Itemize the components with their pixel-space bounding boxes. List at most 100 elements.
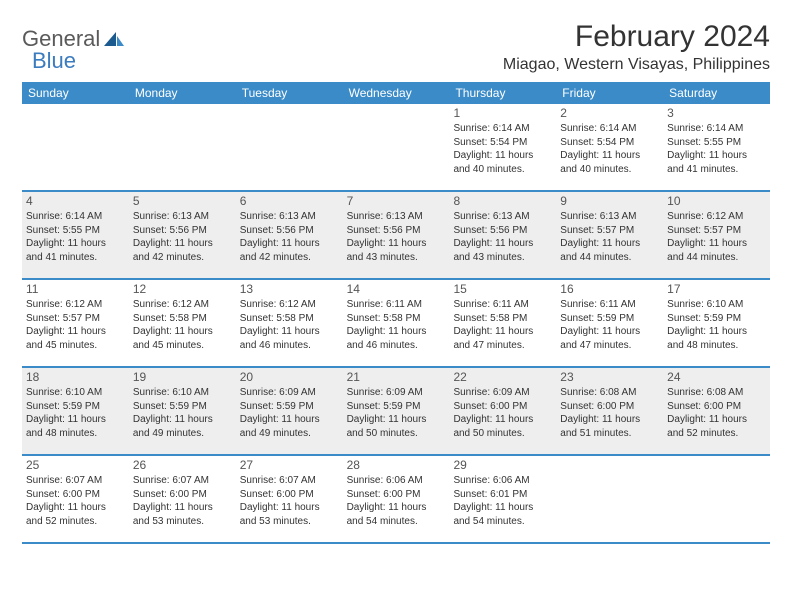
week-row: 4Sunrise: 6:14 AMSunset: 5:55 PMDaylight… <box>22 192 770 280</box>
day-cell: 2Sunrise: 6:14 AMSunset: 5:54 PMDaylight… <box>556 104 663 190</box>
day-info: Sunrise: 6:11 AMSunset: 5:58 PMDaylight:… <box>347 298 446 352</box>
day-cell: 26Sunrise: 6:07 AMSunset: 6:00 PMDayligh… <box>129 456 236 542</box>
day-info: Sunrise: 6:13 AMSunset: 5:57 PMDaylight:… <box>560 210 659 264</box>
logo-subline: Blue <box>32 48 76 74</box>
day-number: 20 <box>240 370 339 384</box>
day-cell: 25 Sunrise: 6:07 AMSunset: 6:00 PMDayligh… <box>22 456 129 542</box>
day-cell: 20 Sunrise: 6:09 AMSunset: 5:59 PMDayligh… <box>236 368 343 454</box>
weekday-header-row: SundayMondayTuesdayWednesdayThursdayFrid… <box>22 82 770 104</box>
day-cell: 18 Sunrise: 6:10 AMSunset: 5:59 PMDayligh… <box>22 368 129 454</box>
day-cell: 28Sunrise: 6:06 AMSunset: 6:00 PMDayligh… <box>343 456 450 542</box>
week-row: 25 Sunrise: 6:07 AMSunset: 6:00 PMDayligh… <box>22 456 770 544</box>
day-number: 11 <box>26 282 125 296</box>
day-info: Sunrise: 6:10 AMSunset: 5:59 PMDaylight:… <box>667 298 766 352</box>
day-cell <box>343 104 450 190</box>
day-cell <box>22 104 129 190</box>
day-info: Sunrise: 6:14 AMSunset: 5:54 PMDaylight:… <box>453 122 552 176</box>
day-cell: 21 Sunrise: 6:09 AMSunset: 5:59 PMDayligh… <box>343 368 450 454</box>
weekday-header: Friday <box>556 82 663 104</box>
day-number: 7 <box>347 194 446 208</box>
day-cell: 27 Sunrise: 6:07 AMSunset: 6:00 PMDayligh… <box>236 456 343 542</box>
location: Miagao, Western Visayas, Philippines <box>503 56 770 74</box>
sail-icon <box>102 30 126 48</box>
day-cell: 12Sunrise: 6:12 AMSunset: 5:58 PMDayligh… <box>129 280 236 366</box>
day-info: Sunrise: 6:14 AMSunset: 5:55 PMDaylight:… <box>667 122 766 176</box>
day-info: Sunrise: 6:08 AMSunset: 6:00 PMDaylight:… <box>560 386 659 440</box>
header: General February 2024 Miagao, Western Vi… <box>22 20 770 74</box>
weekday-header: Monday <box>129 82 236 104</box>
day-number: 22 <box>453 370 552 384</box>
day-cell: 4Sunrise: 6:14 AMSunset: 5:55 PMDaylight… <box>22 192 129 278</box>
day-cell <box>663 456 770 542</box>
day-number: 1 <box>453 106 552 120</box>
day-number: 16 <box>560 282 659 296</box>
day-info: Sunrise: 6:07 AMSunset: 6:00 PMDaylight:… <box>26 474 125 528</box>
day-info: Sunrise: 6:06 AMSunset: 6:00 PMDaylight:… <box>347 474 446 528</box>
day-number: 13 <box>240 282 339 296</box>
day-info: Sunrise: 6:13 AMSunset: 5:56 PMDaylight:… <box>347 210 446 264</box>
weekday-header: Thursday <box>449 82 556 104</box>
day-number: 27 <box>240 458 339 472</box>
week-row: 18 Sunrise: 6:10 AMSunset: 5:59 PMDayligh… <box>22 368 770 456</box>
day-number: 19 <box>133 370 232 384</box>
day-number: 21 <box>347 370 446 384</box>
calendar: SundayMondayTuesdayWednesdayThursdayFrid… <box>22 82 770 544</box>
day-number: 14 <box>347 282 446 296</box>
day-info: Sunrise: 6:12 AMSunset: 5:58 PMDaylight:… <box>240 298 339 352</box>
day-cell: 11 Sunrise: 6:12 AMSunset: 5:57 PMDayligh… <box>22 280 129 366</box>
day-info: Sunrise: 6:12 AMSunset: 5:57 PMDaylight:… <box>26 298 125 352</box>
month-title: February 2024 <box>503 20 770 54</box>
day-cell: 29 Sunrise: 6:06 AMSunset: 6:01 PMDayligh… <box>449 456 556 542</box>
day-number: 17 <box>667 282 766 296</box>
day-number: 24 <box>667 370 766 384</box>
day-cell: 6Sunrise: 6:13 AMSunset: 5:56 PMDaylight… <box>236 192 343 278</box>
day-cell: 3 Sunrise: 6:14 AMSunset: 5:55 PMDaylight… <box>663 104 770 190</box>
day-cell: 15 Sunrise: 6:11 AMSunset: 5:58 PMDayligh… <box>449 280 556 366</box>
day-number: 25 <box>26 458 125 472</box>
week-row: 1 Sunrise: 6:14 AMSunset: 5:54 PMDaylight… <box>22 104 770 192</box>
day-info: Sunrise: 6:09 AMSunset: 5:59 PMDaylight:… <box>240 386 339 440</box>
day-info: Sunrise: 6:08 AMSunset: 6:00 PMDaylight:… <box>667 386 766 440</box>
day-info: Sunrise: 6:10 AMSunset: 5:59 PMDaylight:… <box>133 386 232 440</box>
weekday-header: Sunday <box>22 82 129 104</box>
day-info: Sunrise: 6:07 AMSunset: 6:00 PMDaylight:… <box>240 474 339 528</box>
day-cell <box>129 104 236 190</box>
weekday-header: Tuesday <box>236 82 343 104</box>
day-info: Sunrise: 6:11 AMSunset: 5:59 PMDaylight:… <box>560 298 659 352</box>
day-info: Sunrise: 6:13 AMSunset: 5:56 PMDaylight:… <box>240 210 339 264</box>
day-number: 15 <box>453 282 552 296</box>
day-number: 10 <box>667 194 766 208</box>
day-cell: 22 Sunrise: 6:09 AMSunset: 6:00 PMDayligh… <box>449 368 556 454</box>
title-block: February 2024 Miagao, Western Visayas, P… <box>503 20 770 74</box>
day-number: 18 <box>26 370 125 384</box>
day-cell: 1 Sunrise: 6:14 AMSunset: 5:54 PMDaylight… <box>449 104 556 190</box>
week-row: 11 Sunrise: 6:12 AMSunset: 5:57 PMDayligh… <box>22 280 770 368</box>
day-number: 5 <box>133 194 232 208</box>
day-number: 26 <box>133 458 232 472</box>
day-number: 29 <box>453 458 552 472</box>
day-info: Sunrise: 6:11 AMSunset: 5:58 PMDaylight:… <box>453 298 552 352</box>
day-cell: 16 Sunrise: 6:11 AMSunset: 5:59 PMDayligh… <box>556 280 663 366</box>
day-cell: 10 Sunrise: 6:12 AMSunset: 5:57 PMDayligh… <box>663 192 770 278</box>
day-cell: 24 Sunrise: 6:08 AMSunset: 6:00 PMDayligh… <box>663 368 770 454</box>
day-cell <box>236 104 343 190</box>
day-info: Sunrise: 6:10 AMSunset: 5:59 PMDaylight:… <box>26 386 125 440</box>
day-cell: 9 Sunrise: 6:13 AMSunset: 5:57 PMDaylight… <box>556 192 663 278</box>
day-info: Sunrise: 6:09 AMSunset: 6:00 PMDaylight:… <box>453 386 552 440</box>
day-info: Sunrise: 6:14 AMSunset: 5:55 PMDaylight:… <box>26 210 125 264</box>
day-info: Sunrise: 6:14 AMSunset: 5:54 PMDaylight:… <box>560 122 659 176</box>
day-info: Sunrise: 6:13 AMSunset: 5:56 PMDaylight:… <box>133 210 232 264</box>
day-number: 12 <box>133 282 232 296</box>
day-cell <box>556 456 663 542</box>
day-number: 8 <box>453 194 552 208</box>
weekday-header: Wednesday <box>343 82 450 104</box>
day-cell: 23Sunrise: 6:08 AMSunset: 6:00 PMDayligh… <box>556 368 663 454</box>
weekday-header: Saturday <box>663 82 770 104</box>
day-number: 3 <box>667 106 766 120</box>
day-info: Sunrise: 6:06 AMSunset: 6:01 PMDaylight:… <box>453 474 552 528</box>
day-number: 9 <box>560 194 659 208</box>
day-cell: 13 Sunrise: 6:12 AMSunset: 5:58 PMDayligh… <box>236 280 343 366</box>
day-cell: 17 Sunrise: 6:10 AMSunset: 5:59 PMDayligh… <box>663 280 770 366</box>
day-info: Sunrise: 6:12 AMSunset: 5:57 PMDaylight:… <box>667 210 766 264</box>
day-info: Sunrise: 6:09 AMSunset: 5:59 PMDaylight:… <box>347 386 446 440</box>
